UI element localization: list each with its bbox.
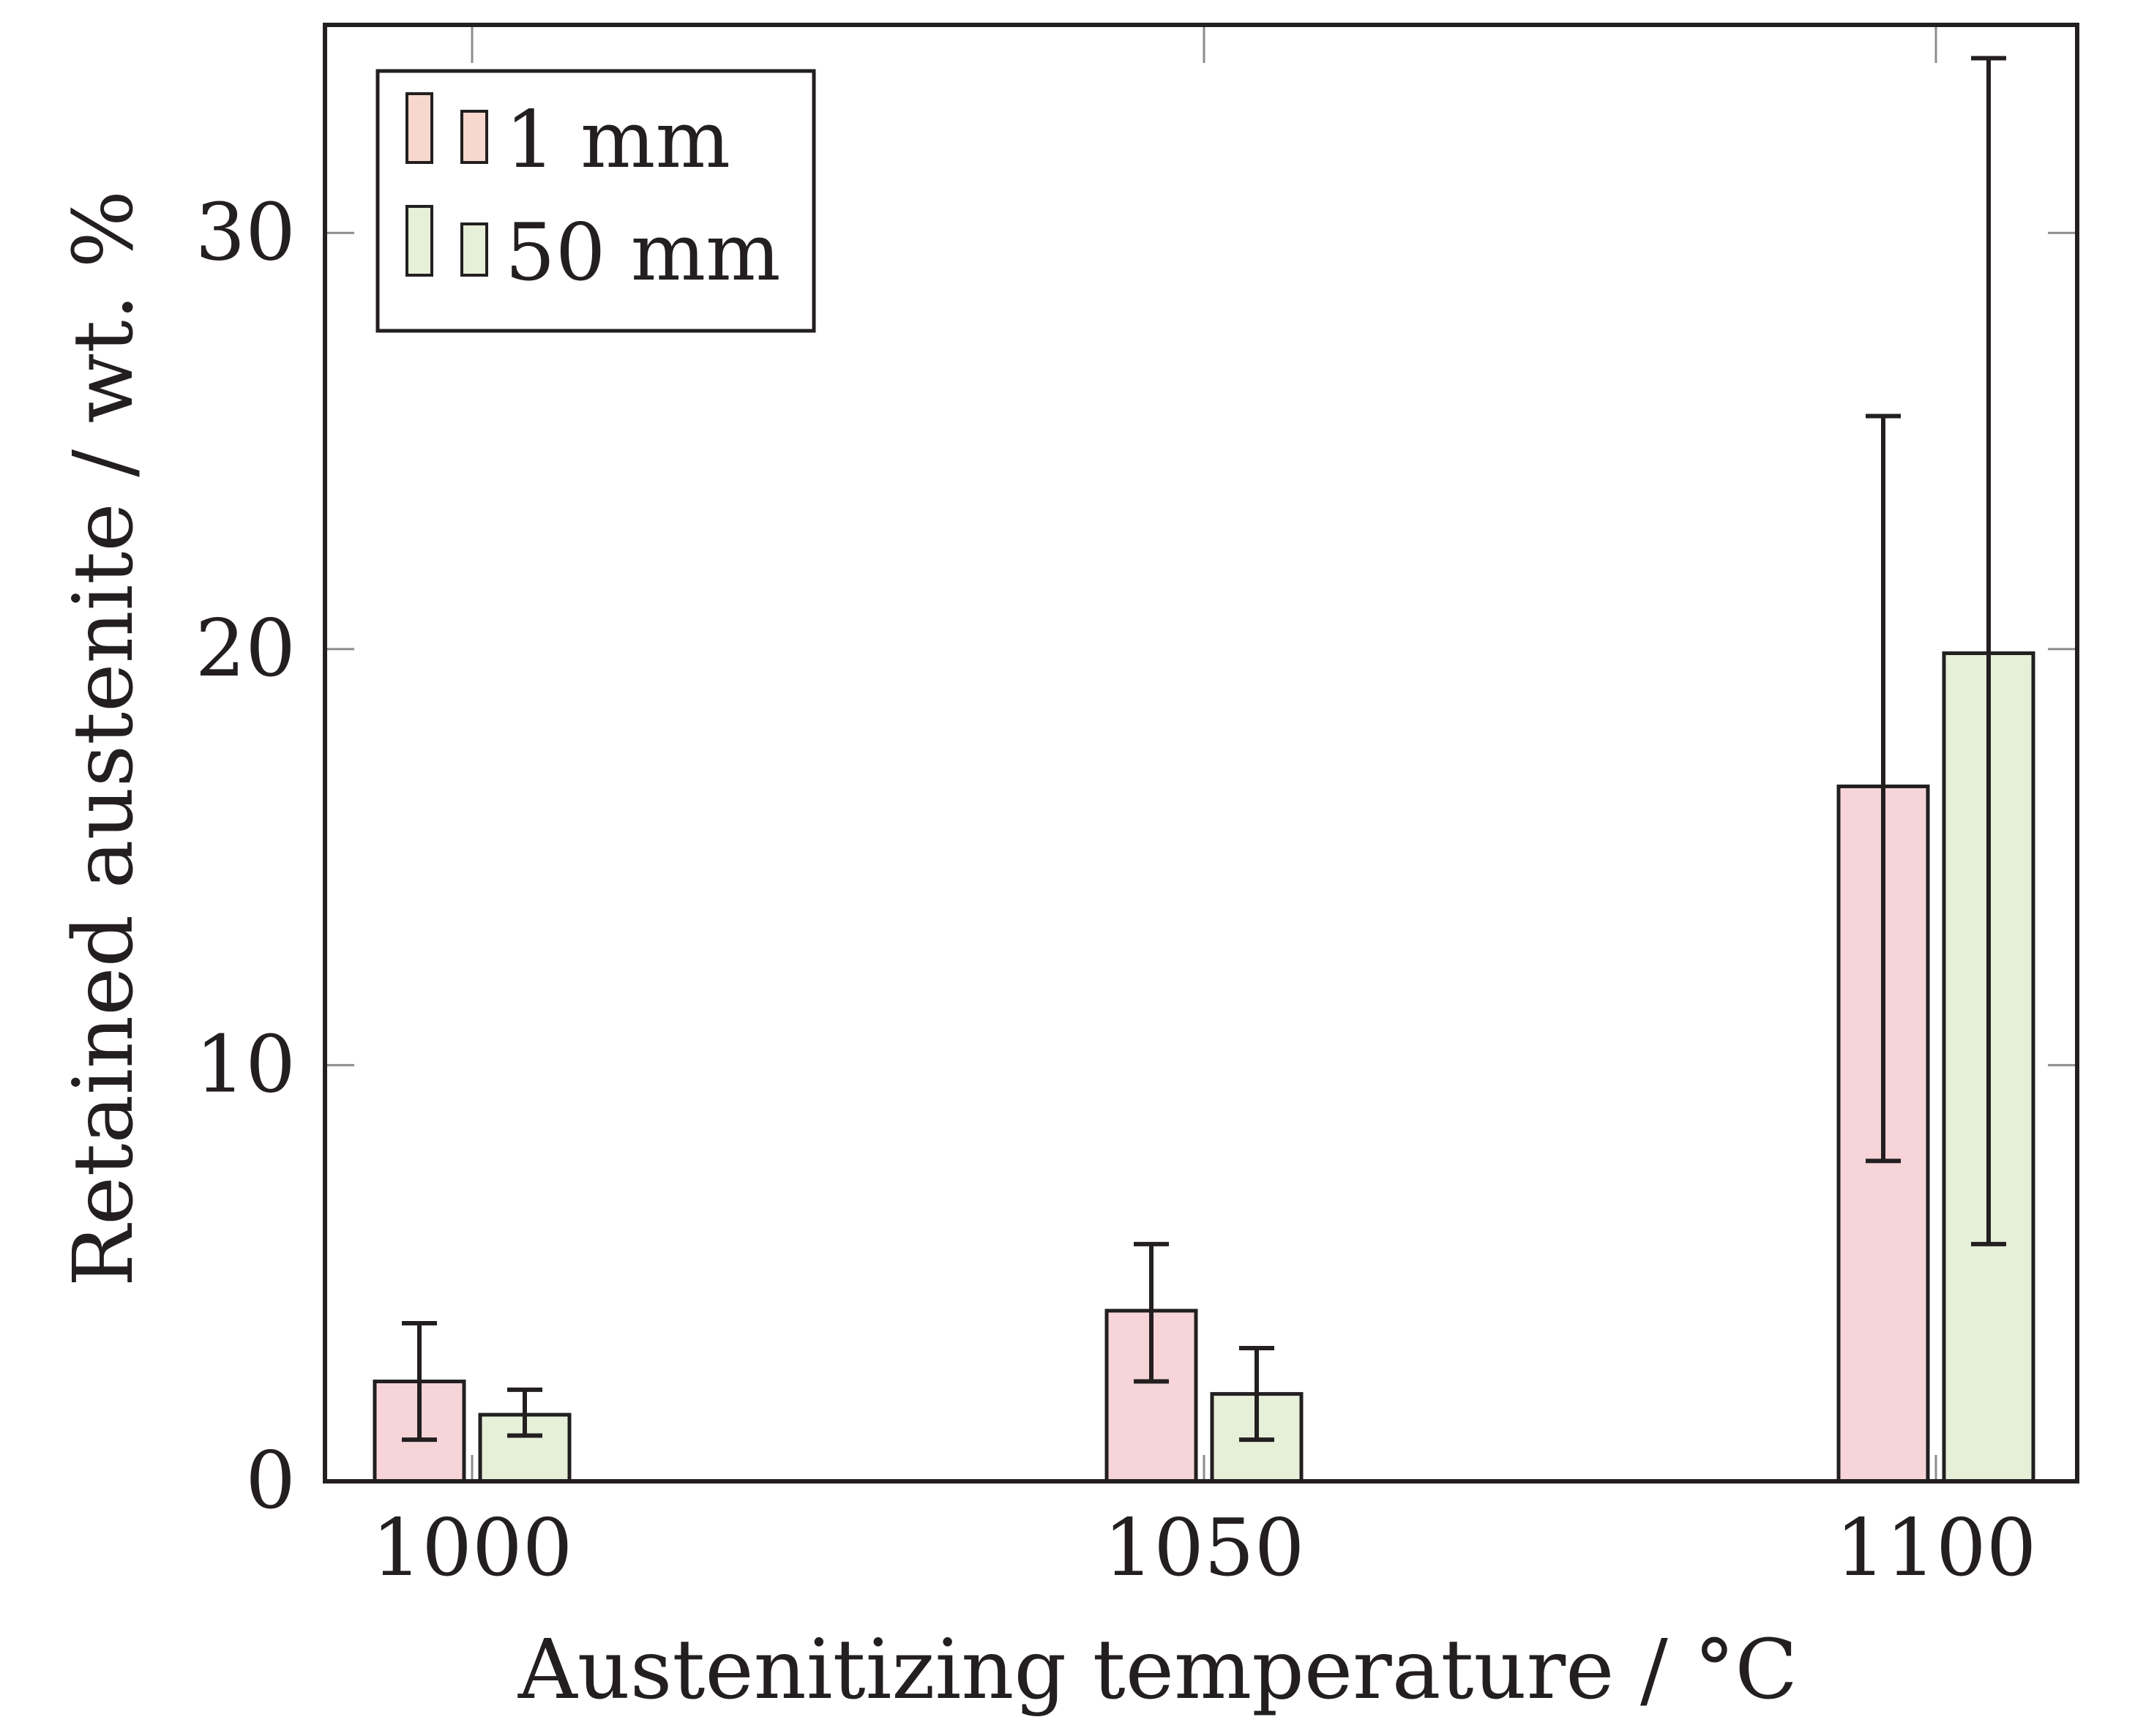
legend-label-50mm: 50 mm [505,207,781,299]
legend-swatch-50mm-b [460,222,488,277]
x-tick-label-1000: 1000 [372,1503,573,1594]
legend-swatch-50mm-a [405,205,433,277]
x-tick-label-1050: 1050 [1104,1503,1305,1594]
legend-swatch-1mm-b [460,110,488,164]
x-tick-label-1100: 1100 [1836,1503,2037,1594]
y-tick-label-30: 30 [195,187,296,278]
y-axis-label: Retained austenite / wt. % [56,190,152,1287]
y-tick-label-10: 10 [195,1019,296,1110]
legend: 1 mm 50 mm [375,69,816,333]
plot-frame [323,23,2079,1484]
plot-area: 0 10 20 30 1000 1050 1100 [195,23,2079,1594]
y-tick-label-0: 0 [245,1435,296,1527]
legend-box [375,69,816,333]
y-axis-title: Retained austenite / wt. % [56,190,152,1287]
y-tick-label-20: 20 [195,603,296,695]
legend-label-1mm: 1 mm [505,94,730,186]
x-axis-label: Austenitizing temperature / °C [517,1623,1798,1718]
legend-swatch-1mm-a [405,92,433,164]
x-axis-title: Austenitizing temperature / °C [517,1623,1798,1718]
